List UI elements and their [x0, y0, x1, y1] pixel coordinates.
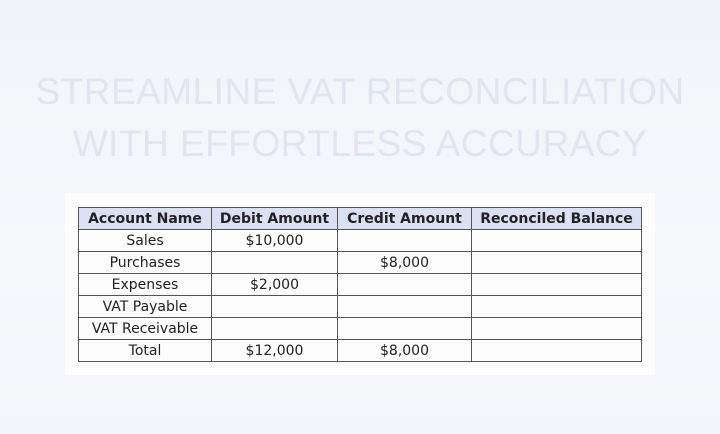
vat-reconciliation-table: Account Name Debit Amount Credit Amount …	[78, 207, 642, 362]
account-name-cell: Purchases	[78, 251, 212, 274]
reconciled-balance-cell	[471, 317, 642, 340]
account-name-cell: VAT Payable	[78, 295, 212, 318]
table-row: Sales $10,000	[78, 229, 642, 252]
account-name-cell: Expenses	[78, 273, 212, 296]
credit-amount-cell: $8,000	[337, 339, 472, 362]
debit-amount-cell	[211, 317, 338, 340]
table-row: Purchases $8,000	[78, 251, 642, 274]
table-row: VAT Payable	[78, 295, 642, 318]
header-row: Account Name Debit Amount Credit Amount …	[78, 207, 642, 230]
table-row: Total $12,000 $8,000	[78, 339, 642, 362]
reconciled-balance-cell	[471, 229, 642, 252]
header-reconciled-balance: Reconciled Balance	[471, 207, 642, 230]
header-debit-amount: Debit Amount	[211, 207, 338, 230]
credit-amount-cell	[337, 273, 472, 296]
table-row: Expenses $2,000	[78, 273, 642, 296]
debit-amount-cell: $12,000	[211, 339, 338, 362]
credit-amount-cell	[337, 317, 472, 340]
debit-amount-cell: $10,000	[211, 229, 338, 252]
debit-amount-cell	[211, 295, 338, 318]
reconciled-balance-cell	[471, 295, 642, 318]
table-row: VAT Receivable	[78, 317, 642, 340]
account-name-cell: VAT Receivable	[78, 317, 212, 340]
credit-amount-cell	[337, 295, 472, 318]
header-account-name: Account Name	[78, 207, 212, 230]
credit-amount-cell: $8,000	[337, 251, 472, 274]
reconciled-balance-cell	[471, 251, 642, 274]
reconciled-balance-cell	[471, 273, 642, 296]
header-credit-amount: Credit Amount	[337, 207, 472, 230]
account-name-cell: Total	[78, 339, 212, 362]
debit-amount-cell: $2,000	[211, 273, 338, 296]
reconciled-balance-cell	[471, 339, 642, 362]
page-title-line-1: STREAMLINE VAT RECONCILIATION	[35, 71, 685, 112]
account-name-cell: Sales	[78, 229, 212, 252]
debit-amount-cell	[211, 251, 338, 274]
page-title-line-2: WITH EFFORTLESS ACCURACY	[72, 123, 648, 164]
credit-amount-cell	[337, 229, 472, 252]
